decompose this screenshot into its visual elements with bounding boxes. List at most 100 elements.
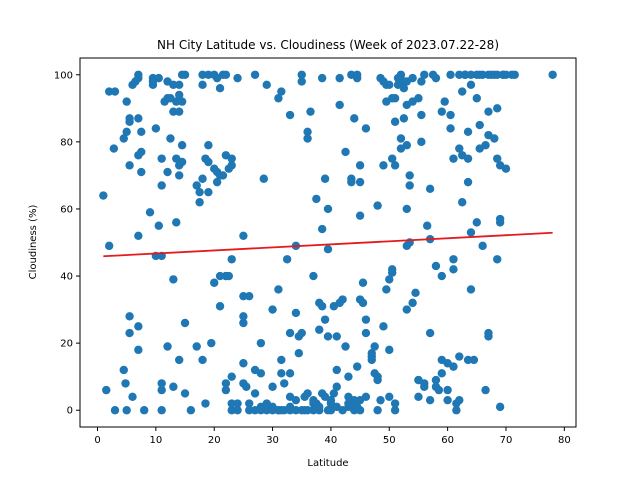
data-point [204,187,213,197]
data-point [227,161,236,170]
data-point [198,174,207,183]
data-point [277,87,286,96]
data-point [198,80,207,90]
data-point [376,395,385,405]
data-point [478,241,487,251]
data-point [309,271,318,281]
x-tick-label: 30 [266,435,279,446]
data-point [373,406,382,415]
data-point [341,342,350,351]
data-point [122,406,131,415]
data-point [510,70,519,79]
y-tick-label: 20 [60,339,73,350]
x-tick-label: 50 [383,435,396,446]
data-point [501,164,511,173]
data-point [417,77,426,86]
data-point [452,406,461,415]
data-point [192,181,201,190]
data-point [227,406,236,415]
data-point [291,308,301,318]
data-point [463,177,473,187]
data-point [402,204,411,214]
data-point [201,399,210,408]
data-point [198,355,207,365]
data-point [420,382,429,391]
data-point [125,312,134,321]
data-point [317,224,327,234]
data-point [169,80,178,90]
data-point [218,171,228,180]
data-point [277,355,286,365]
data-point [285,110,295,120]
data-point [297,77,306,86]
data-point [396,70,406,79]
data-point [154,221,163,230]
data-point [274,94,283,103]
data-point [250,389,260,398]
data-point [335,73,344,83]
data-point [390,117,400,126]
data-point [268,382,277,391]
data-point [175,355,184,365]
data-point [484,328,493,338]
data-point [122,127,131,136]
data-point [323,245,333,254]
data-point [361,328,371,338]
data-point [119,134,128,143]
data-point [408,73,417,83]
data-point [385,80,394,90]
data-point [434,385,444,395]
data-point [122,97,131,106]
data-point [110,87,120,96]
data-point [163,167,172,177]
data-point [446,124,455,133]
data-point [466,228,476,237]
data-point [449,255,458,264]
data-point [423,221,432,230]
data-point [493,70,502,79]
data-point [431,73,441,83]
data-point [390,161,400,170]
data-point [446,110,455,120]
data-point [493,255,502,264]
data-point [139,406,149,415]
data-point [195,187,204,197]
data-point [239,359,248,368]
data-point [344,372,353,381]
data-point [233,406,242,415]
data-point [154,73,163,83]
y-tick-label: 0 [67,406,73,417]
data-point [493,154,502,163]
data-point [119,365,128,375]
data-point [134,322,143,331]
data-point [239,312,248,321]
data-point [355,177,365,187]
data-point [245,399,254,408]
data-point [320,174,330,183]
data-point [204,70,213,79]
data-point [408,298,417,308]
data-point [501,70,511,79]
data-point [396,134,406,143]
data-point [379,322,388,331]
data-point [472,94,481,103]
data-point [303,134,312,143]
data-point [282,255,292,264]
data-point [405,171,414,180]
data-point [469,355,479,365]
data-point [361,315,371,324]
data-point [390,406,400,415]
data-point [175,80,184,90]
data-point [399,83,409,93]
data-point [458,87,467,96]
y-tick-label: 100 [54,70,73,81]
data-point [227,255,236,264]
data-point [463,127,473,136]
data-point [262,80,271,90]
data-point [268,305,277,314]
data-point [242,382,251,391]
data-point [379,161,388,170]
data-point [320,315,330,324]
x-tick-label: 20 [208,435,221,446]
